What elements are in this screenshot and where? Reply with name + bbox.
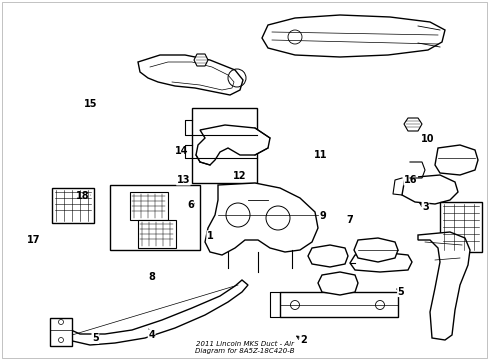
Bar: [439, 202, 481, 252]
Text: 11: 11: [313, 150, 326, 160]
Text: 9: 9: [319, 211, 325, 221]
Polygon shape: [353, 238, 397, 262]
Bar: [280, 292, 397, 317]
Text: 17: 17: [26, 235, 40, 246]
Text: 4: 4: [148, 330, 155, 340]
Text: 10: 10: [420, 134, 434, 144]
Bar: [192, 108, 257, 183]
Polygon shape: [307, 245, 347, 267]
Polygon shape: [138, 55, 243, 95]
Text: 13: 13: [176, 175, 190, 185]
Text: 3: 3: [421, 202, 428, 212]
Polygon shape: [194, 54, 207, 66]
Bar: [52, 188, 94, 223]
Polygon shape: [434, 145, 477, 175]
Polygon shape: [403, 118, 421, 131]
Text: 2011 Lincoln MKS Duct - Air
Diagram for 8A5Z-18C420-B: 2011 Lincoln MKS Duct - Air Diagram for …: [194, 341, 294, 354]
Text: 18: 18: [76, 191, 90, 201]
Text: 1: 1: [206, 231, 213, 241]
Polygon shape: [56, 280, 247, 345]
Text: 8: 8: [148, 272, 155, 282]
Polygon shape: [317, 272, 357, 295]
Bar: [50, 318, 72, 346]
Text: 5: 5: [92, 333, 99, 343]
Text: 2: 2: [299, 335, 306, 345]
Text: 5: 5: [397, 287, 404, 297]
Polygon shape: [417, 232, 469, 340]
Polygon shape: [349, 252, 411, 272]
Text: 12: 12: [232, 171, 246, 181]
Text: 16: 16: [403, 175, 417, 185]
Polygon shape: [401, 175, 457, 204]
Polygon shape: [196, 125, 269, 165]
Polygon shape: [204, 183, 317, 255]
Bar: [130, 192, 168, 220]
Text: 7: 7: [346, 215, 352, 225]
Bar: [138, 220, 176, 248]
Bar: [110, 185, 200, 250]
Text: 15: 15: [83, 99, 97, 109]
Text: 14: 14: [175, 146, 188, 156]
Text: 6: 6: [187, 200, 194, 210]
Polygon shape: [262, 15, 444, 57]
